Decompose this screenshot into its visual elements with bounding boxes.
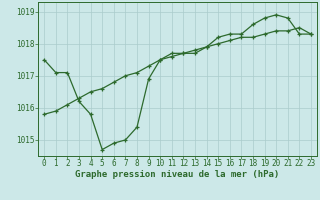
- X-axis label: Graphe pression niveau de la mer (hPa): Graphe pression niveau de la mer (hPa): [76, 170, 280, 179]
